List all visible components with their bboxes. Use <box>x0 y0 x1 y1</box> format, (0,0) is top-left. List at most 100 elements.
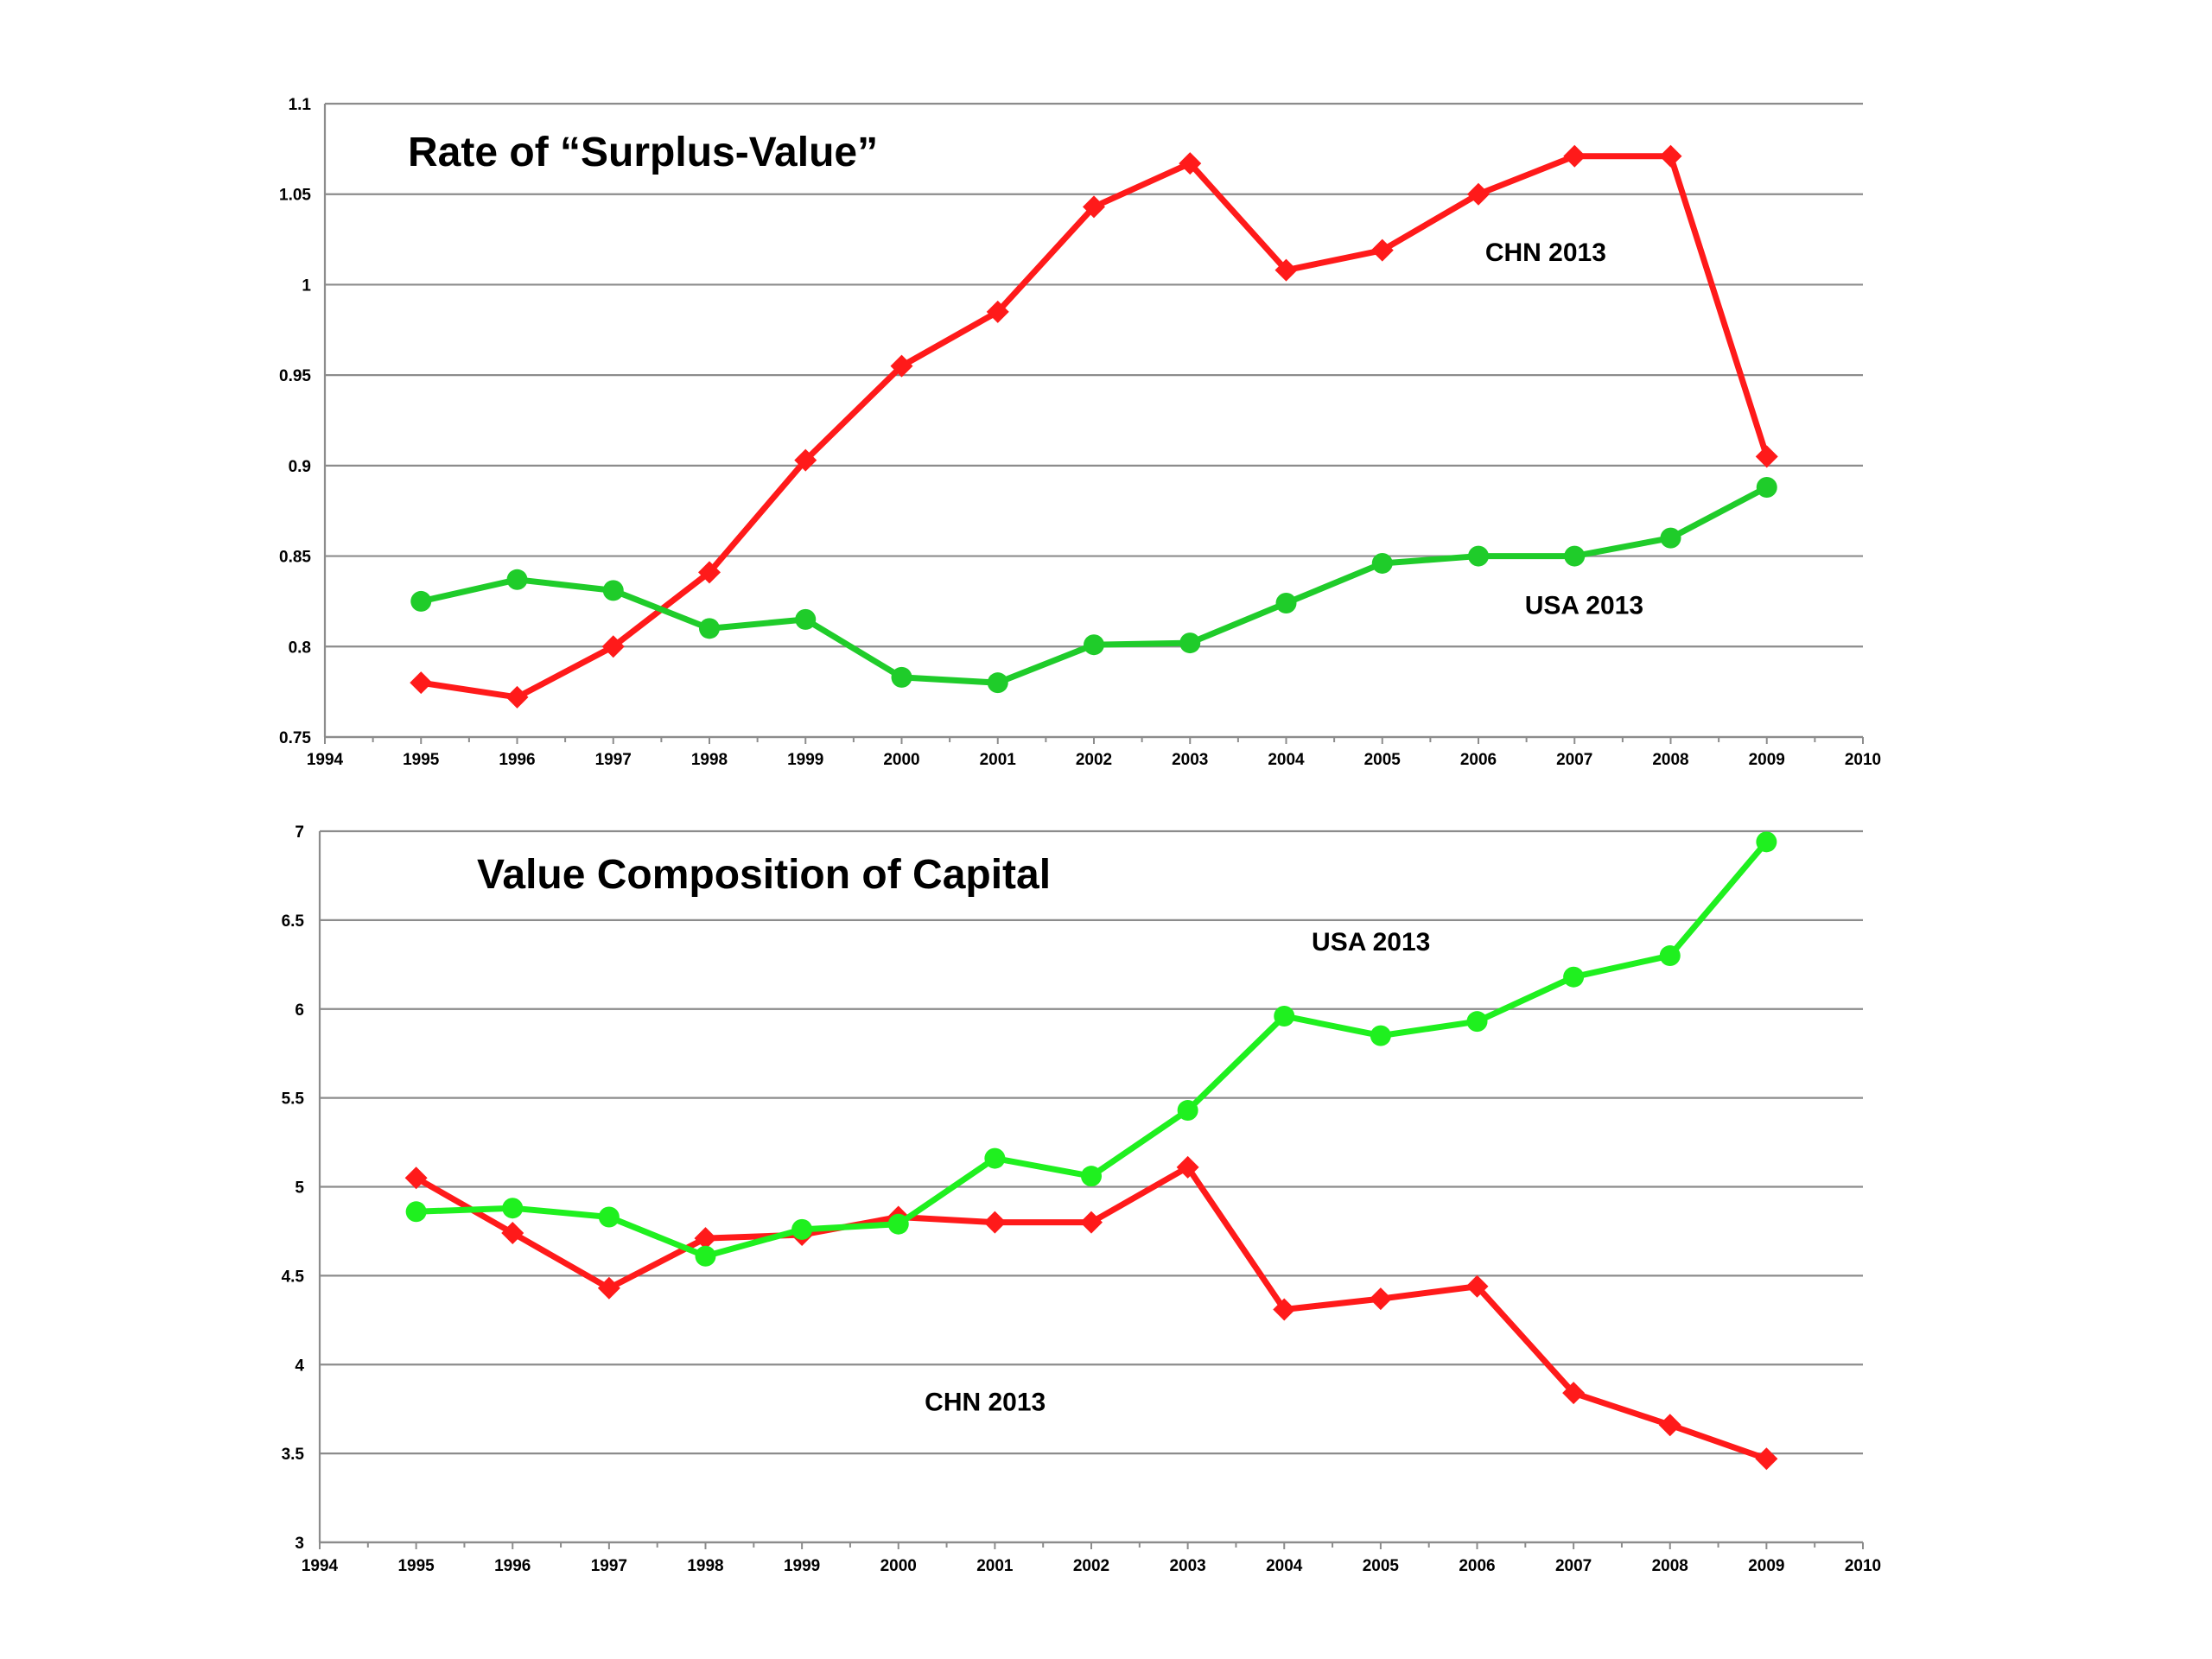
data-point <box>1468 545 1489 567</box>
y-tick-label: 0.9 <box>289 458 311 476</box>
data-point <box>1659 945 1681 967</box>
x-tick-label: 2010 <box>1845 1557 1881 1575</box>
data-point <box>1081 1166 1102 1187</box>
y-tick-label: 3.5 <box>282 1446 305 1464</box>
x-tick-label: 1996 <box>499 751 535 769</box>
x-tick-label: 2006 <box>1460 751 1497 769</box>
x-tick-label: 2009 <box>1748 1557 1784 1575</box>
data-point <box>698 561 721 584</box>
y-tick-label: 7 <box>295 823 304 842</box>
data-point <box>1660 527 1681 549</box>
data-point <box>1755 445 1778 468</box>
data-point <box>1176 1155 1199 1179</box>
x-tick-label: 1998 <box>691 751 728 769</box>
data-point <box>410 671 433 695</box>
data-point <box>791 1218 813 1240</box>
y-tick-label: 6.5 <box>282 912 305 931</box>
data-point <box>890 354 913 378</box>
y-tick-label: 1.1 <box>289 96 312 114</box>
chart-title: Rate of “Surplus-Value” <box>408 130 878 175</box>
y-tick-label: 3 <box>295 1535 304 1553</box>
data-point <box>694 1227 717 1250</box>
chart-value-composition: 3 3.5 4 4.5 5 5.5 6 6.5 7 1994 1995 1996 1997 1998 199… <box>282 823 1882 1575</box>
data-point <box>602 580 624 601</box>
data-point <box>506 569 528 590</box>
data-point <box>1273 1298 1296 1321</box>
y-tick-label: 1 <box>302 276 311 295</box>
data-point <box>1084 634 1104 656</box>
data-point <box>699 618 720 639</box>
x-tick-label: 2006 <box>1459 1557 1495 1575</box>
data-point <box>1659 144 1682 168</box>
y-tick-label: 0.95 <box>279 367 311 385</box>
data-point <box>1563 966 1585 988</box>
data-point <box>1369 1287 1392 1311</box>
x-tick-label: 2005 <box>1363 1557 1400 1575</box>
x-tick-label: 2008 <box>1652 751 1688 769</box>
y-tick-label: 5 <box>295 1179 304 1198</box>
data-point <box>1274 1005 1295 1027</box>
x-tick-label: 2000 <box>880 1557 917 1575</box>
data-point <box>1179 152 1202 175</box>
y-tick-label: 5.5 <box>282 1090 305 1109</box>
y-tick-label: 0.8 <box>289 639 311 657</box>
data-point <box>404 1166 428 1190</box>
series-line-chn-2013 <box>413 1164 1770 1462</box>
x-tick-label: 2008 <box>1652 1557 1688 1575</box>
data-point <box>983 1211 1007 1234</box>
x-tick-label: 1994 <box>307 751 344 769</box>
x-tick-label: 2001 <box>980 751 1017 769</box>
series-annotation: CHN 2013 <box>1485 238 1606 267</box>
data-point <box>1658 1414 1681 1437</box>
x-tick-label: 2010 <box>1845 751 1881 769</box>
x-tick-label: 2000 <box>883 751 919 769</box>
data-point <box>695 1245 716 1267</box>
data-point <box>794 448 817 472</box>
data-point <box>505 685 529 709</box>
data-point <box>1177 1100 1198 1122</box>
data-point <box>597 1276 620 1300</box>
x-tick-label: 1999 <box>787 751 823 769</box>
data-point <box>1465 1274 1489 1298</box>
data-point <box>501 1221 524 1244</box>
x-tick-label: 1997 <box>591 1557 627 1575</box>
y-tick-label: 4.5 <box>282 1268 305 1286</box>
x-tick-label: 1995 <box>397 1557 435 1575</box>
data-point <box>1083 195 1105 219</box>
x-tick-label: 2003 <box>1169 1557 1205 1575</box>
data-point <box>1563 144 1586 168</box>
data-point <box>891 666 912 688</box>
y-tick-label: 0.75 <box>279 729 311 747</box>
x-tick-label: 2002 <box>1076 751 1112 769</box>
x-tick-label: 1995 <box>403 751 440 769</box>
data-point <box>887 1213 909 1235</box>
data-point <box>984 1147 1006 1169</box>
data-point <box>1756 831 1777 853</box>
x-tick-label: 2005 <box>1364 751 1402 769</box>
chart-surplus-value: 0.75 0.8 0.85 0.9 0.95 1 1.05 1.1 1994 1995 1996 19… <box>279 96 1881 769</box>
data-point <box>405 1201 427 1223</box>
chart-title: Value Composition of Capital <box>477 852 1051 898</box>
x-tick-label: 2003 <box>1172 751 1208 769</box>
series-annotation: USA 2013 <box>1312 928 1430 957</box>
y-tick-label: 6 <box>295 1001 304 1020</box>
data-point <box>1370 1025 1391 1046</box>
data-point <box>1562 1382 1586 1405</box>
data-point <box>987 672 1008 694</box>
data-point <box>410 590 432 612</box>
data-point <box>1756 476 1777 498</box>
data-point <box>986 300 1009 323</box>
data-point <box>1755 1447 1778 1471</box>
x-tick-label: 2001 <box>976 1557 1014 1575</box>
data-point <box>1275 593 1297 614</box>
data-point <box>795 608 817 630</box>
x-tick-label: 2009 <box>1749 751 1785 769</box>
series-line-usa-2013 <box>413 838 1770 1260</box>
data-point <box>601 635 625 658</box>
x-tick-label: 2004 <box>1268 751 1305 769</box>
y-tick-label: 1.05 <box>279 187 311 205</box>
x-tick-label: 1996 <box>494 1557 531 1575</box>
x-tick-label: 1998 <box>687 1557 723 1575</box>
data-point <box>1466 1011 1488 1033</box>
